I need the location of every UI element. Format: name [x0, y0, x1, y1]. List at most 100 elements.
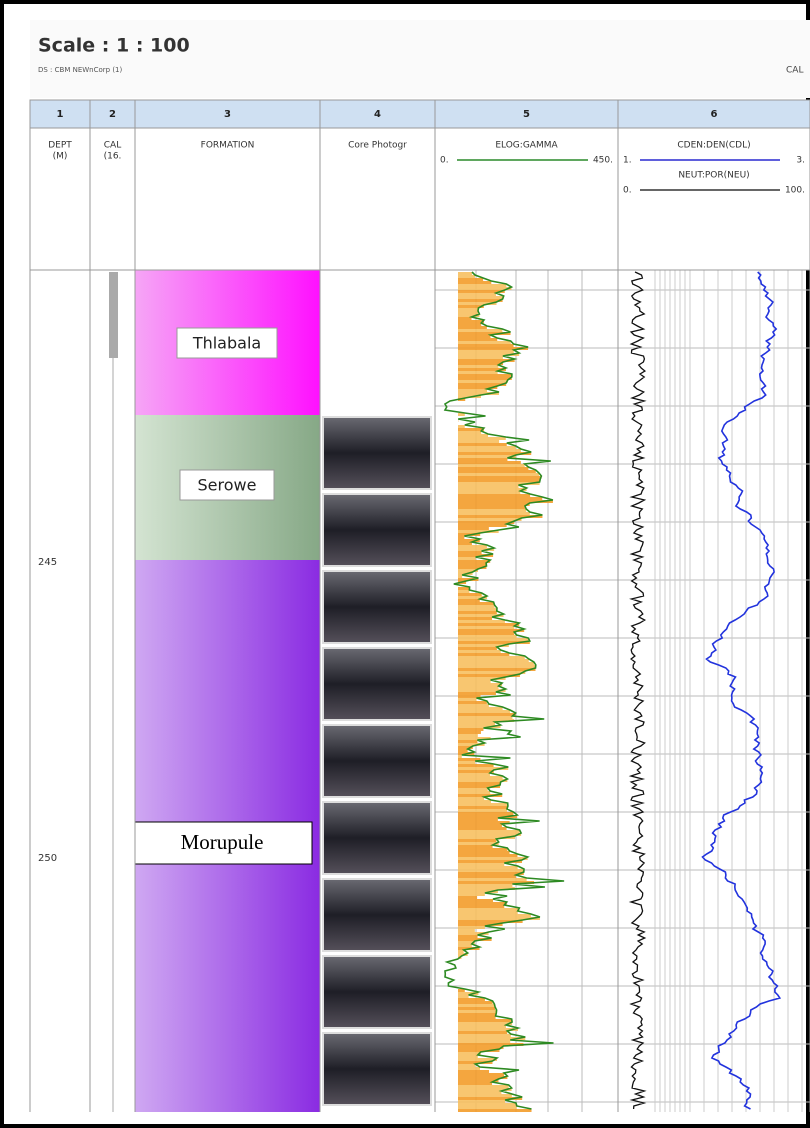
page: {"header": {"title": "Scale : 1 : 100", …: [0, 0, 810, 1128]
gamma-shade: [458, 491, 520, 494]
gamma-shade: [458, 995, 469, 998]
gamma-shade: [458, 551, 482, 554]
core-photo: [323, 879, 431, 951]
gamma-shade: [458, 1004, 494, 1007]
gamma-shade: [458, 1040, 510, 1043]
gamma-shade: [458, 470, 536, 473]
gamma-shade: [458, 866, 518, 869]
gamma-shade: [458, 1046, 504, 1049]
gamma-shade: [458, 611, 497, 614]
gamma-shade: [458, 812, 513, 815]
gamma-shade: [458, 662, 534, 665]
gamma-shade: [458, 599, 480, 602]
gamma-shade: [458, 479, 540, 482]
gamma-shade: [458, 797, 484, 800]
column-header: (16.: [104, 152, 122, 162]
gamma-shade: [458, 497, 542, 500]
core-photo: [323, 494, 431, 566]
gamma-shade: [458, 317, 472, 320]
gamma-shade: [458, 311, 478, 314]
gamma-shade: [458, 536, 464, 539]
gamma-shade: [458, 326, 487, 329]
gamma-shade: [458, 446, 516, 449]
gamma-shade: [458, 851, 510, 854]
gamma-shade: [458, 740, 477, 743]
gamma-shade: [458, 542, 472, 545]
gamma-shade: [458, 761, 475, 764]
gamma-shade: [458, 1055, 478, 1058]
gamma-shade: [458, 935, 478, 938]
right-label: CAL: [786, 66, 803, 76]
gamma-shade: [458, 380, 508, 383]
gamma-shade: [458, 557, 476, 560]
gamma-shade: [458, 944, 472, 947]
scale-min: 0.: [440, 156, 449, 166]
core-photo: [323, 725, 431, 797]
gamma-shade: [458, 374, 512, 377]
core-photo: [323, 571, 431, 643]
gamma-shade: [458, 749, 468, 752]
gamma-shade: [458, 698, 477, 701]
gamma-shade: [458, 833, 521, 836]
gamma-shade: [458, 1103, 516, 1106]
gamma-shade: [458, 524, 507, 527]
gamma-shade: [458, 782, 501, 785]
gamma-shade: [458, 503, 530, 506]
gamma-shade: [458, 1109, 532, 1112]
gamma-shade: [458, 1010, 497, 1013]
gamma-shade: [458, 632, 514, 635]
gamma-shade: [458, 926, 485, 929]
gamma-shade: [458, 734, 478, 737]
formation-label: Serowe: [198, 476, 257, 495]
column-header: CAL: [104, 141, 121, 151]
gamma-shade: [458, 356, 503, 359]
gamma-shade: [458, 770, 494, 773]
gamma-shade: [458, 626, 514, 629]
scale-min: 0.: [623, 186, 632, 196]
gamma-shade: [458, 437, 506, 440]
gamma-shade: [458, 830, 520, 833]
gamma-shade: [458, 506, 525, 509]
column-number: 2: [109, 109, 116, 120]
gamma-shade: [458, 620, 505, 623]
gamma-shade: [458, 668, 536, 671]
gamma-shade: [458, 671, 525, 674]
gamma-shade: [458, 1019, 512, 1022]
gamma-shade: [458, 755, 462, 758]
gamma-shade: [458, 1025, 506, 1028]
gamma-shade: [458, 338, 497, 341]
core-photo: [323, 1033, 431, 1105]
gamma-shade: [458, 845, 493, 848]
gamma-shade: [458, 449, 521, 452]
gamma-shade: [458, 320, 484, 323]
gamma-shade: [458, 608, 497, 611]
gamma-shade: [458, 350, 514, 353]
gamma-shade: [458, 635, 517, 638]
gamma-shade: [458, 707, 503, 710]
gamma-shade: [458, 818, 498, 821]
gamma-shade: [458, 914, 531, 917]
gamma-shade: [458, 665, 536, 668]
column-number: 5: [523, 109, 530, 120]
column-header: NEUT:POR(NEU): [678, 171, 749, 181]
gamma-shade: [458, 680, 491, 683]
gamma-shade: [458, 806, 508, 809]
gamma-shade: [458, 875, 516, 878]
gamma-shade: [458, 389, 487, 392]
gamma-shade: [458, 869, 524, 872]
gamma-shade: [458, 764, 494, 767]
gamma-shade: [458, 365, 498, 368]
gamma-shade: [458, 896, 477, 899]
gamma-shade: [458, 425, 465, 428]
gamma-shade: [458, 1091, 501, 1094]
gamma-shade: [458, 494, 530, 497]
gamma-shade: [458, 278, 483, 281]
core-photo: [323, 956, 431, 1028]
column-header: ELOG:GAMMA: [495, 141, 558, 151]
gamma-shade: [458, 929, 475, 932]
scale-max: 100.: [785, 186, 805, 196]
gamma-shade: [458, 509, 526, 512]
gamma-shade: [458, 848, 507, 851]
gamma-shade: [458, 704, 489, 707]
gamma-shade: [458, 623, 519, 626]
